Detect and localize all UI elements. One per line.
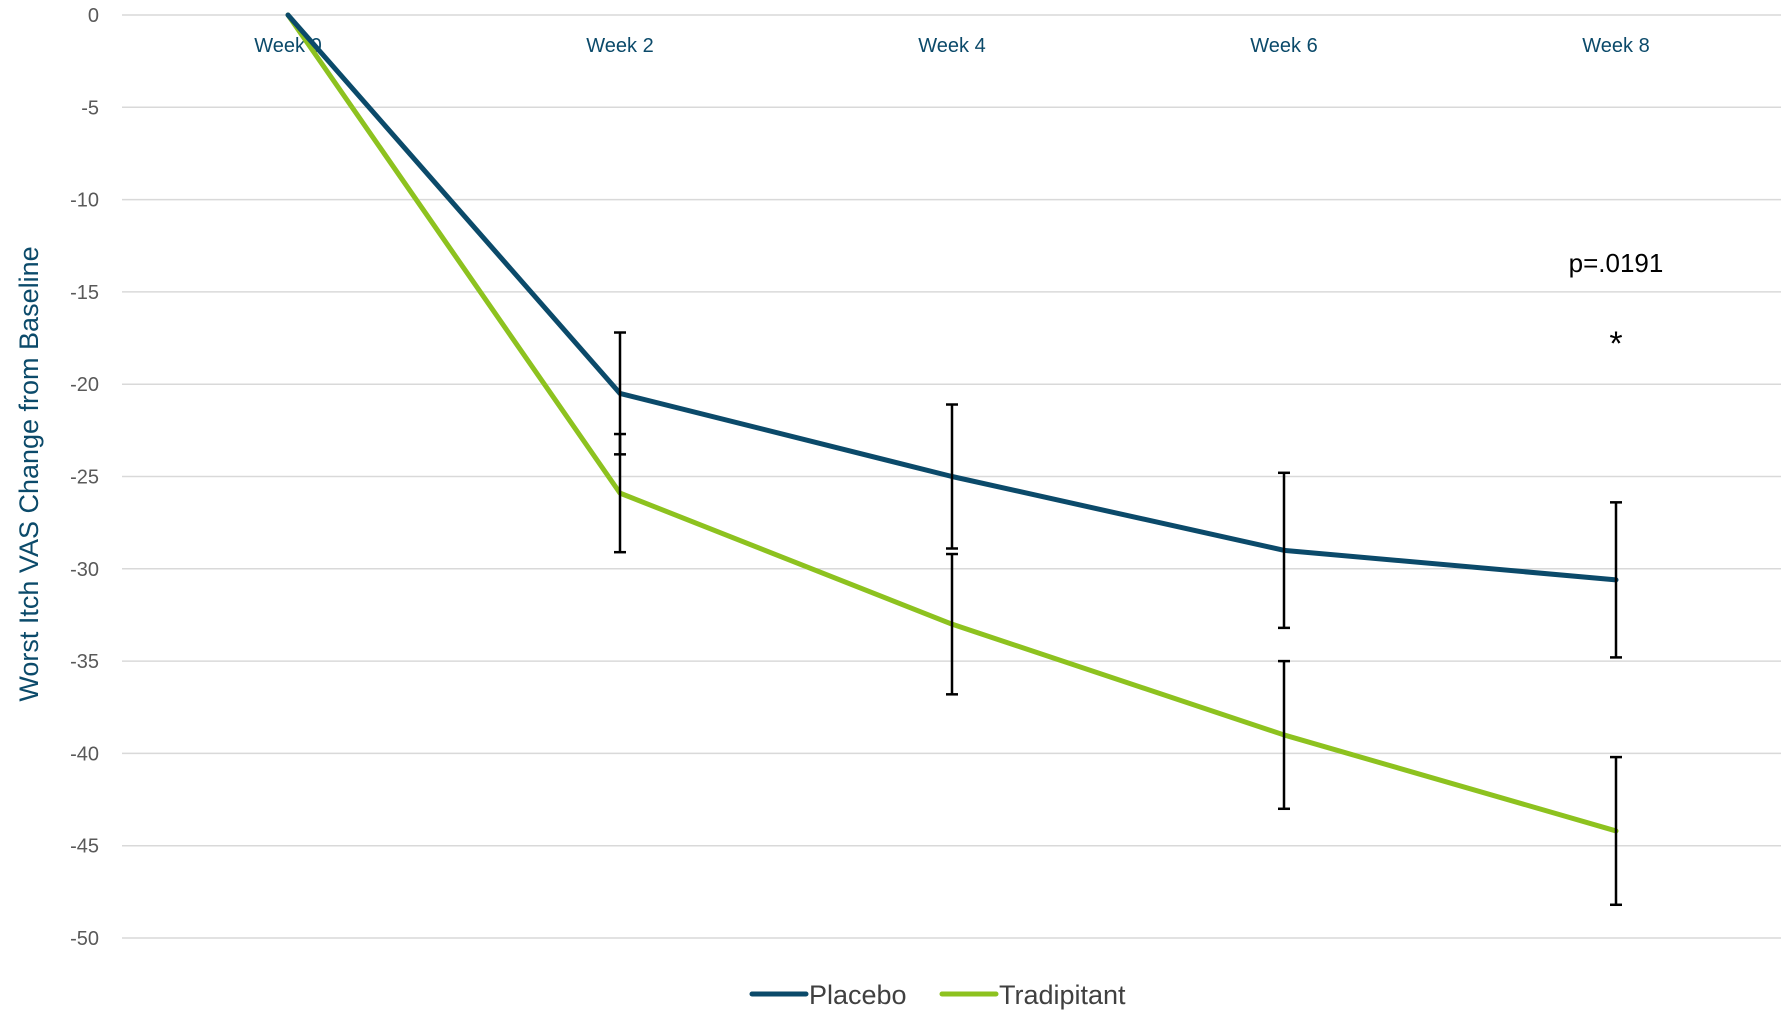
- y-tick-label: -35: [70, 651, 99, 673]
- significance-star: *: [1609, 325, 1622, 363]
- x-axis-ticks: Week 0 Week 2 Week 4 Week 6 Week 8: [254, 35, 1649, 57]
- y-tick-label: -15: [70, 282, 99, 304]
- y-tick-label: -5: [81, 97, 99, 119]
- x-tick-label: Week 6: [1250, 35, 1317, 57]
- y-tick-label: 0: [88, 5, 99, 27]
- y-tick-label: -40: [70, 743, 99, 765]
- y-tick-label: -25: [70, 467, 99, 489]
- legend-label-tradipitant: Tradipitant: [999, 980, 1126, 1010]
- annotations: p=.0191 *: [1569, 248, 1664, 363]
- y-tick-label: -20: [70, 374, 99, 396]
- y-tick-label: -50: [70, 928, 99, 950]
- y-axis-label: Worst Itch VAS Change from Baseline: [14, 246, 44, 701]
- y-axis-ticks: 0 -5 -10 -15 -20 -25 -30 -35 -40 -45 -50: [70, 5, 99, 950]
- p-value-annotation: p=.0191: [1569, 248, 1664, 278]
- legend-label-placebo: Placebo: [809, 980, 907, 1010]
- error-bars: [614, 331, 1622, 907]
- x-tick-label: Week 8: [1582, 35, 1649, 57]
- y-tick-label: -45: [70, 836, 99, 858]
- x-tick-label: Week 4: [918, 35, 985, 57]
- x-tick-label: Week 2: [586, 35, 653, 57]
- legend: Placebo Tradipitant: [749, 980, 1126, 1010]
- y-tick-label: -30: [70, 559, 99, 581]
- y-tick-label: -10: [70, 190, 99, 212]
